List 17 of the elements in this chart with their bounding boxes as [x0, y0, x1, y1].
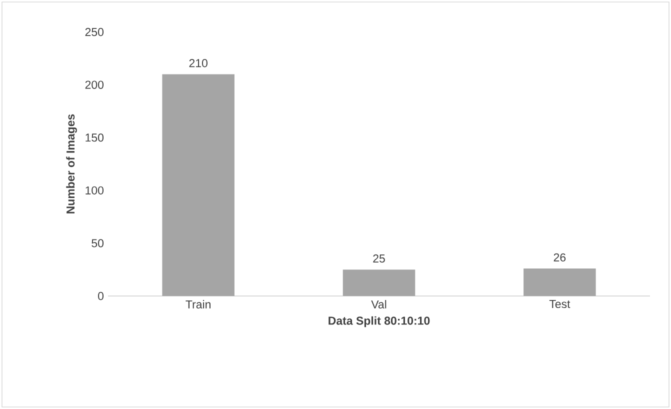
bar [342, 270, 416, 296]
data-label: 26 [554, 253, 566, 262]
x-tick-label: Test [549, 300, 570, 308]
x-tick-label: Val [371, 300, 386, 308]
y-tick-label: 200 [85, 80, 104, 89]
y-tick-label: 0 [98, 292, 104, 300]
data-label: 210 [189, 59, 208, 68]
y-tick-label: 250 [85, 28, 104, 36]
y-tick-label: 100 [86, 186, 104, 194]
bar [162, 74, 234, 296]
y-tick-label: 150 [86, 134, 104, 142]
x-tick-label: Train [186, 300, 210, 308]
x-axis-title: Data Split 80:10:10 [328, 316, 430, 328]
y-tick-label: 50 [92, 239, 104, 248]
y-axis-title: Number of Images [66, 114, 77, 214]
bar [524, 268, 596, 296]
data-label: 25 [373, 254, 385, 263]
